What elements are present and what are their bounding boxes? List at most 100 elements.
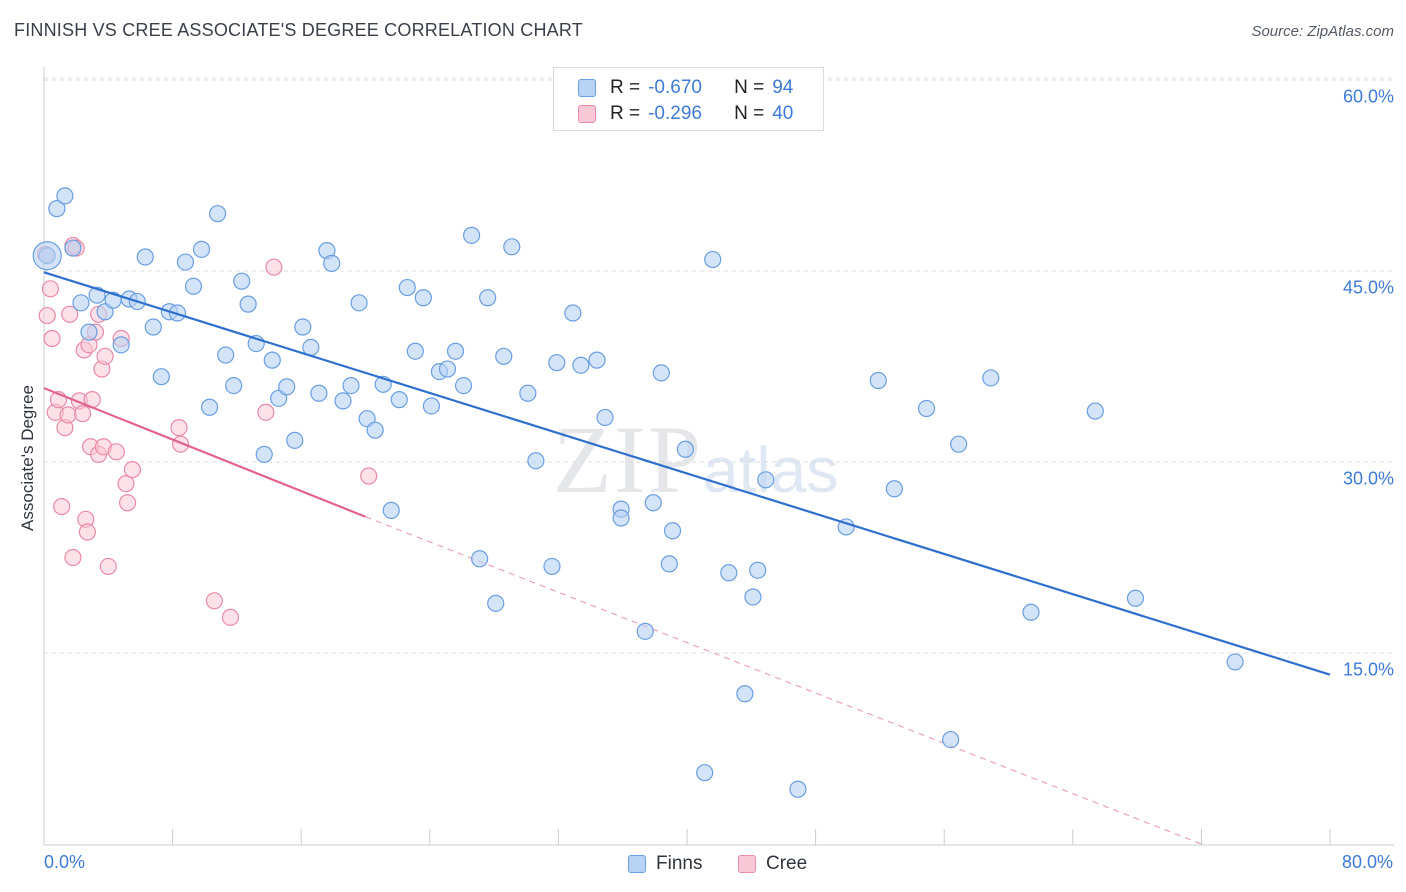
- finns-swatch: [628, 855, 646, 873]
- finns-point: [636, 622, 654, 640]
- finns-point: [350, 294, 368, 312]
- cree-point: [360, 467, 378, 485]
- cree-point: [43, 329, 61, 348]
- cree-point: [99, 557, 117, 576]
- finns-point: [342, 377, 360, 395]
- cree-point: [41, 280, 60, 298]
- cree-point: [123, 461, 142, 479]
- cree-r-value: -0.296: [648, 103, 702, 124]
- finns-point: [112, 336, 130, 354]
- finns-point: [663, 522, 682, 540]
- finns-point: [176, 253, 195, 271]
- finns-point: [942, 730, 960, 749]
- finns-trend-line: [43, 271, 1331, 676]
- x-tick-label: 80.0%: [1341, 852, 1393, 872]
- cree-point: [221, 608, 240, 626]
- finns-point: [200, 398, 219, 416]
- finns-point: [406, 342, 424, 360]
- finns-point: [744, 588, 762, 606]
- cree-point: [59, 406, 77, 424]
- finns-point: [487, 594, 505, 612]
- legend-row-cree: R = -0.296 N = 40: [578, 102, 793, 126]
- bottom-legend-cree: Cree: [738, 853, 807, 875]
- cree-point: [205, 592, 223, 610]
- cree-point: [53, 497, 71, 516]
- finns-point: [414, 289, 432, 307]
- y-tick-label: 30.0%: [1342, 468, 1394, 489]
- cree-point: [117, 475, 135, 493]
- finns-point: [454, 377, 473, 395]
- finns-point: [233, 272, 251, 290]
- finns-point: [144, 318, 162, 336]
- finns-legend-label: Finns: [656, 853, 703, 874]
- finns-point: [527, 452, 545, 470]
- cree-point: [61, 305, 79, 323]
- finns-point: [390, 391, 408, 409]
- finns-point: [950, 435, 968, 453]
- bottom-legend-finns: Finns: [628, 853, 702, 875]
- finns-point: [152, 368, 170, 386]
- finns-point: [286, 431, 304, 449]
- source-credit: Source: ZipAtlas.com: [1251, 23, 1394, 40]
- r-label: R =: [610, 77, 641, 98]
- n-label: N =: [734, 77, 765, 98]
- finns-point: [917, 399, 936, 418]
- cree-point: [107, 443, 125, 461]
- finns-point: [255, 445, 273, 463]
- cree-legend-label: Cree: [766, 853, 808, 874]
- cree-point: [170, 419, 188, 437]
- cree-trend-line: [43, 387, 366, 518]
- finns-point: [310, 384, 328, 402]
- finns-point: [263, 351, 281, 369]
- finns-point: [757, 471, 775, 489]
- cree-point: [96, 347, 114, 365]
- finns-point: [696, 764, 714, 782]
- finns-point: [789, 780, 807, 798]
- finns-point: [736, 685, 754, 703]
- finns-point: [217, 346, 235, 364]
- cree-swatch: [578, 105, 596, 123]
- finns-point: [225, 377, 243, 395]
- finns-point: [704, 250, 722, 269]
- finns-point: [323, 254, 341, 272]
- r-label: R =: [610, 103, 641, 124]
- finns-point: [479, 289, 497, 307]
- finns-point: [471, 550, 489, 568]
- cree-point: [38, 306, 56, 325]
- finns-point: [588, 351, 606, 369]
- finns-point: [398, 278, 416, 297]
- finns-point: [136, 248, 154, 266]
- finns-point: [543, 557, 561, 576]
- finns-point: [982, 369, 1000, 387]
- cree-point: [64, 548, 82, 567]
- chart-title: FINNISH VS CREE ASSOCIATE'S DEGREE CORRE…: [14, 20, 583, 40]
- finns-point: [446, 342, 465, 360]
- finns-point-large: [32, 241, 62, 271]
- finns-point: [48, 200, 66, 218]
- finns-point: [462, 226, 481, 244]
- finns-point: [72, 294, 90, 312]
- finns-point: [1022, 603, 1040, 621]
- finns-point: [1086, 402, 1104, 420]
- finns-swatch: [578, 79, 596, 97]
- finns-point: [495, 347, 513, 365]
- finns-point: [184, 277, 203, 295]
- watermark-atlas: atlas: [703, 434, 839, 506]
- finns-point: [660, 555, 678, 573]
- cree-trend-extension: [365, 516, 1202, 845]
- y-tick-label: 60.0%: [1342, 86, 1394, 107]
- y-tick-label: 45.0%: [1342, 277, 1394, 298]
- cree-point: [265, 258, 283, 276]
- y-axis-label: Associate's Degree: [18, 385, 37, 531]
- finns-n-value: 94: [772, 77, 794, 98]
- x-tick-label: 0.0%: [44, 852, 86, 872]
- finns-point: [572, 356, 590, 374]
- finns-point: [1226, 653, 1244, 671]
- cree-point: [118, 494, 137, 512]
- finns-point: [382, 501, 400, 519]
- finns-point: [278, 378, 296, 396]
- finns-point: [192, 240, 211, 258]
- finns-point: [209, 205, 227, 223]
- finns-point: [564, 304, 582, 322]
